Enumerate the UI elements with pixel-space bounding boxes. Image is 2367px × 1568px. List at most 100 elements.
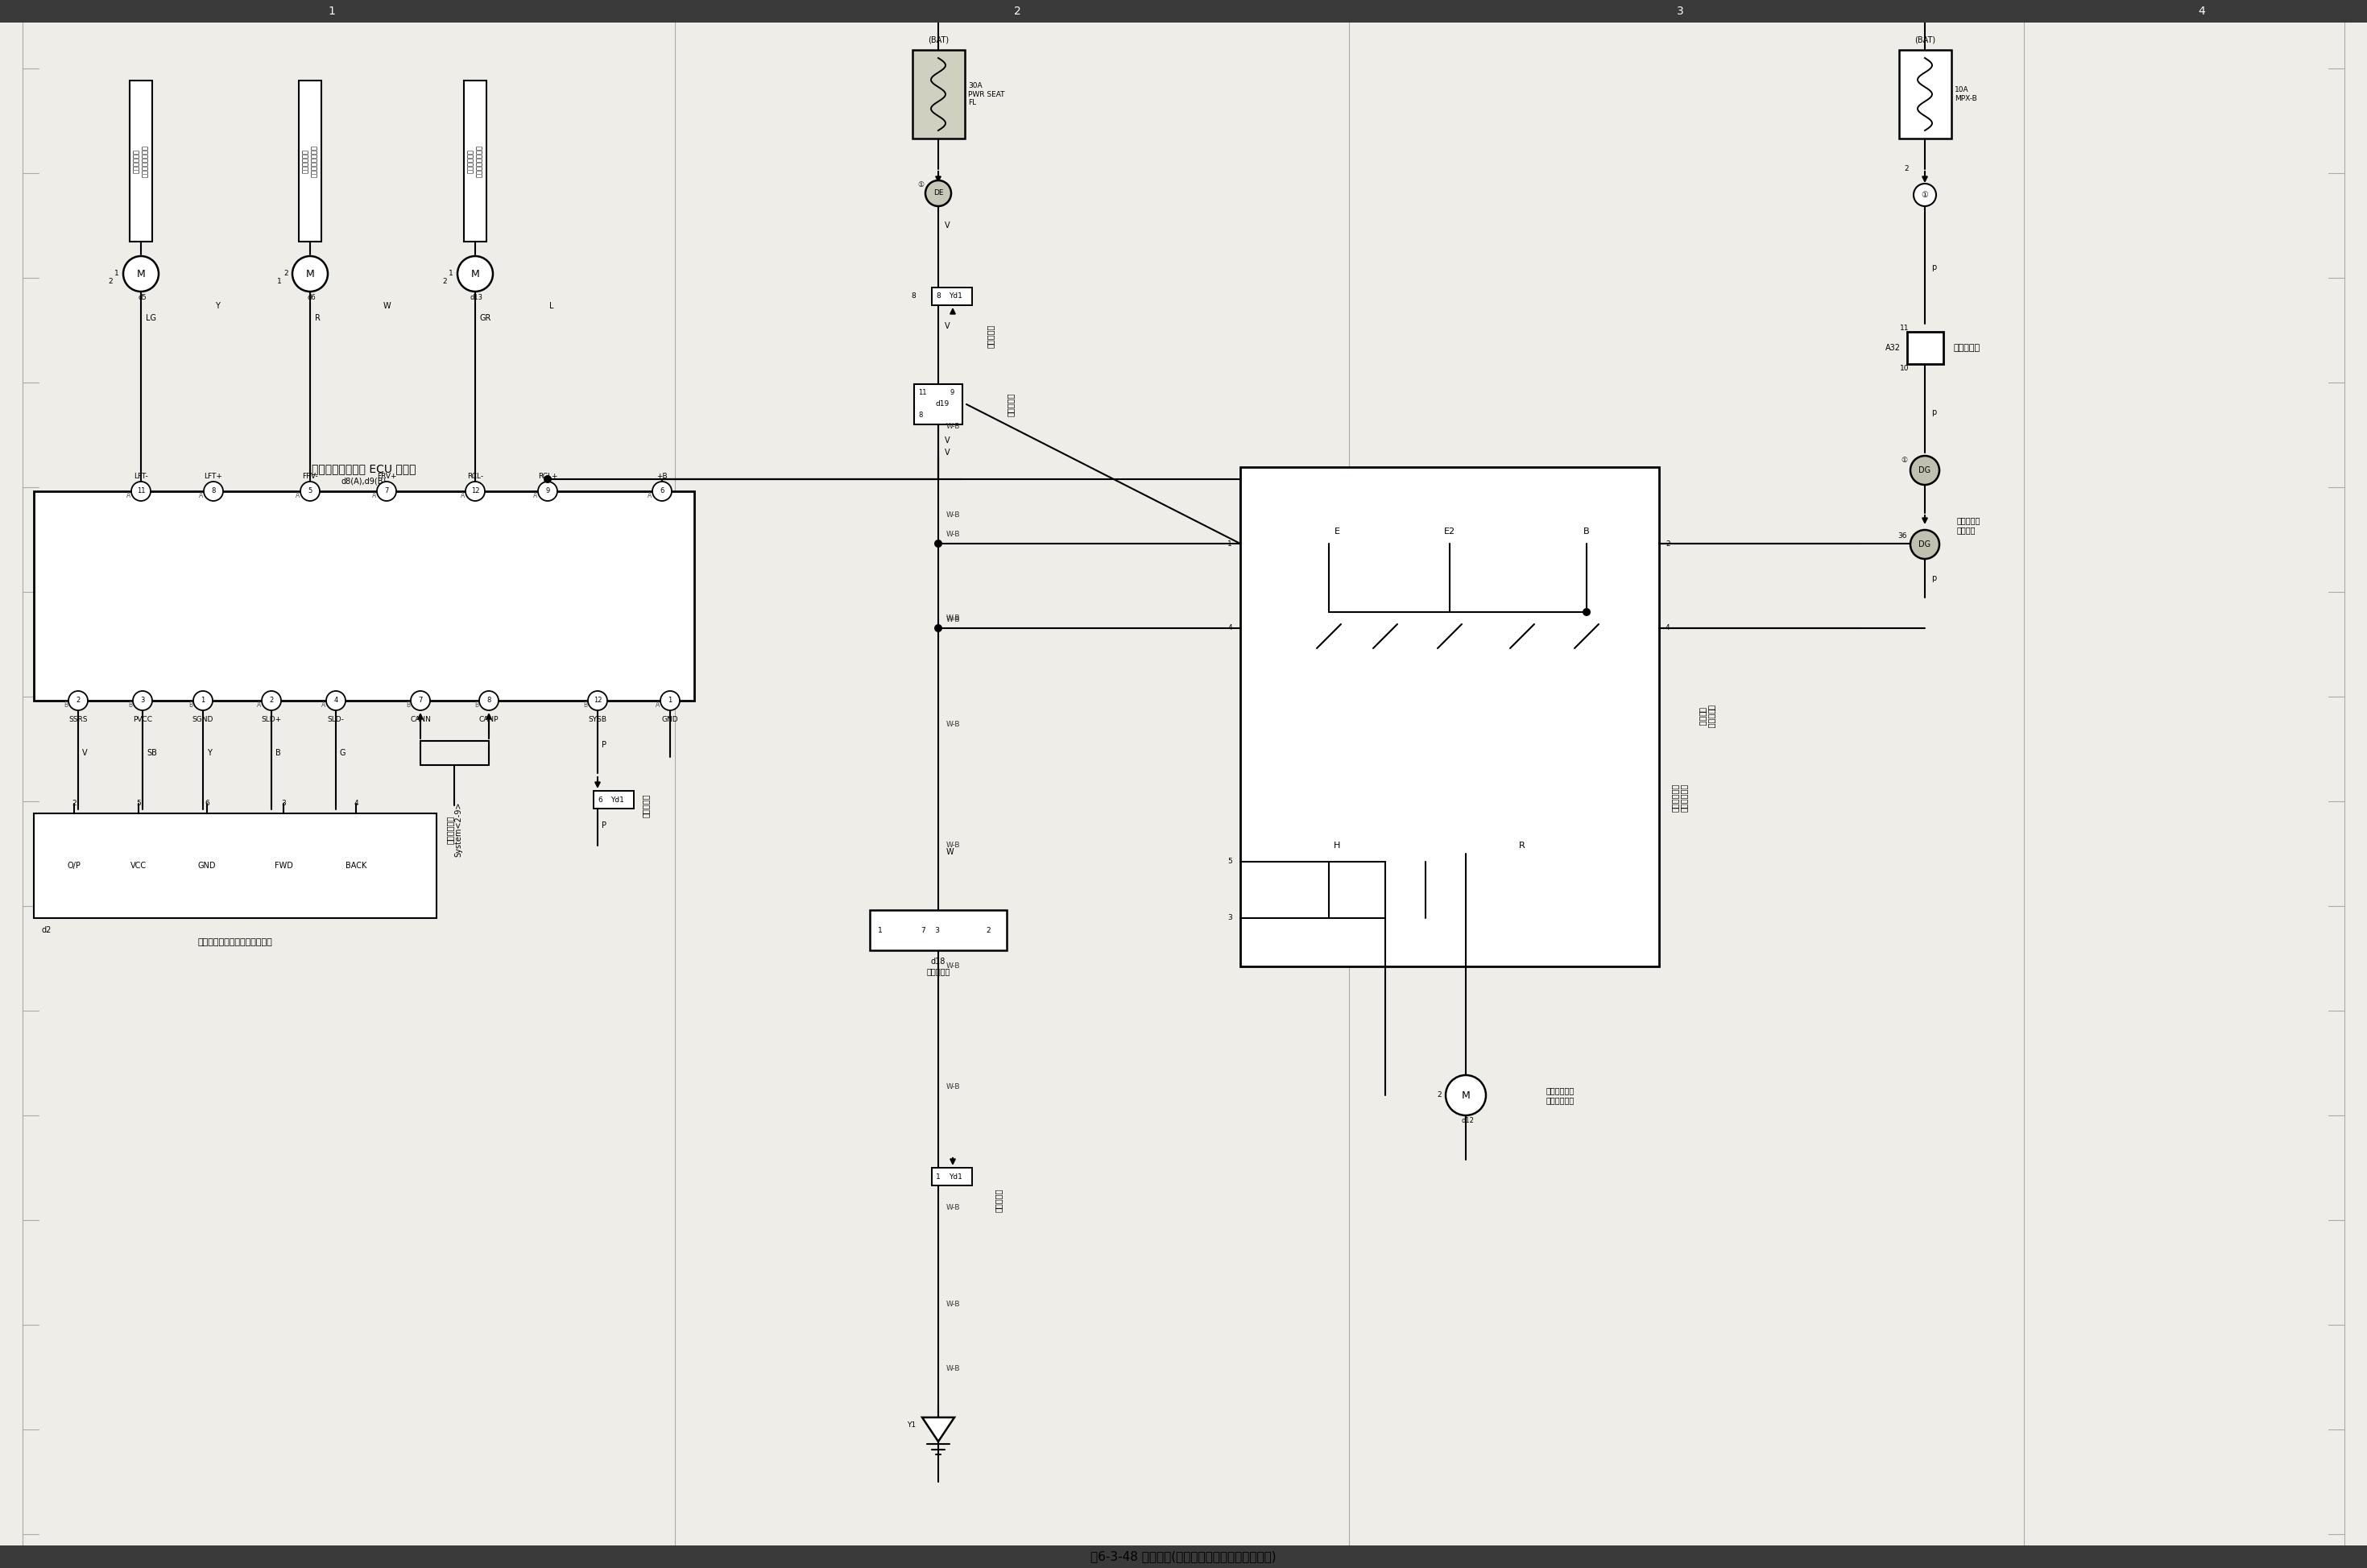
Bar bbox=[933, 1168, 973, 1185]
Text: DE: DE bbox=[933, 190, 944, 198]
Text: Y: Y bbox=[206, 750, 211, 757]
Text: H: H bbox=[1333, 842, 1340, 850]
Text: B: B bbox=[128, 701, 133, 709]
Text: W: W bbox=[383, 303, 391, 310]
Text: 5: 5 bbox=[1228, 858, 1233, 866]
Circle shape bbox=[537, 481, 556, 500]
Text: A: A bbox=[533, 492, 537, 499]
Text: A32: A32 bbox=[1886, 343, 1901, 351]
Text: SB: SB bbox=[147, 750, 156, 757]
Bar bbox=[464, 80, 488, 241]
Circle shape bbox=[376, 481, 395, 500]
Text: P: P bbox=[601, 742, 606, 750]
Text: P: P bbox=[601, 822, 606, 829]
Text: 7: 7 bbox=[383, 488, 388, 495]
Text: A: A bbox=[258, 701, 260, 709]
Text: 4: 4 bbox=[1666, 624, 1671, 632]
Text: B: B bbox=[1584, 527, 1591, 536]
Text: GND: GND bbox=[199, 862, 215, 870]
Text: 前电动座椅
腰靠开关: 前电动座椅 腰靠开关 bbox=[1700, 706, 1716, 729]
Text: 左前电动座椅
垂直位置电机总成: 左前电动座椅 垂直位置电机总成 bbox=[303, 144, 317, 177]
Circle shape bbox=[133, 691, 151, 710]
Text: 6: 6 bbox=[204, 800, 208, 808]
Text: 4: 4 bbox=[1228, 624, 1233, 632]
Text: FWD: FWD bbox=[275, 862, 294, 870]
Text: A: A bbox=[462, 492, 466, 499]
Text: SLD+: SLD+ bbox=[260, 717, 282, 723]
Text: W-B: W-B bbox=[947, 530, 961, 538]
Text: 1: 1 bbox=[201, 698, 206, 704]
Text: 2: 2 bbox=[270, 698, 275, 704]
Text: d18
中间插接器: d18 中间插接器 bbox=[925, 958, 949, 975]
Text: 中间插接器: 中间插接器 bbox=[987, 325, 994, 348]
Circle shape bbox=[1913, 183, 1936, 205]
Text: d6: d6 bbox=[308, 293, 317, 301]
Text: RCL-: RCL- bbox=[466, 474, 483, 480]
Text: SLD-: SLD- bbox=[327, 717, 343, 723]
Text: W-B: W-B bbox=[947, 1301, 961, 1308]
Text: W-B: W-B bbox=[947, 842, 961, 850]
Text: E: E bbox=[1335, 527, 1340, 536]
Text: CANN: CANN bbox=[409, 717, 431, 723]
Circle shape bbox=[294, 256, 327, 292]
Circle shape bbox=[478, 691, 499, 710]
Text: 左前电动座椅
提升位置电机总成: 左前电动座椅 提升位置电机总成 bbox=[133, 144, 149, 177]
Text: 左前电动座椅
倾斜位置电机总成: 左前电动座椅 倾斜位置电机总成 bbox=[466, 144, 483, 177]
Text: M: M bbox=[137, 268, 144, 279]
Text: V: V bbox=[944, 221, 949, 229]
Text: 3: 3 bbox=[1678, 6, 1683, 17]
Text: 1: 1 bbox=[277, 278, 282, 285]
Text: 3: 3 bbox=[140, 698, 144, 704]
Bar bbox=[130, 80, 151, 241]
Text: 7    3: 7 3 bbox=[921, 927, 940, 935]
Circle shape bbox=[194, 691, 213, 710]
Text: 6: 6 bbox=[596, 797, 601, 803]
Text: E2: E2 bbox=[1444, 527, 1456, 536]
Text: 7: 7 bbox=[419, 698, 424, 704]
Text: 中间插接器: 中间插接器 bbox=[641, 793, 651, 817]
Bar bbox=[914, 50, 966, 138]
Text: 左前腰部前和
向后电机总成: 左前腰部前和 向后电机总成 bbox=[1671, 782, 1688, 812]
Circle shape bbox=[327, 691, 346, 710]
Circle shape bbox=[660, 691, 679, 710]
Text: B: B bbox=[189, 701, 194, 709]
Text: 左前电动座椅控制 ECU 和开关: 左前电动座椅控制 ECU 和开关 bbox=[312, 463, 417, 475]
Text: 2: 2 bbox=[443, 278, 447, 285]
Text: 4: 4 bbox=[334, 698, 338, 704]
Text: LG: LG bbox=[147, 314, 156, 321]
Text: d5: d5 bbox=[137, 293, 147, 301]
Text: Y1: Y1 bbox=[907, 1422, 916, 1428]
Text: 2: 2 bbox=[1015, 6, 1020, 17]
Text: 5: 5 bbox=[137, 800, 142, 808]
Text: 1: 1 bbox=[878, 927, 883, 935]
Text: 1: 1 bbox=[935, 1173, 940, 1181]
Text: B: B bbox=[582, 701, 587, 709]
Bar bbox=[914, 384, 963, 425]
Bar bbox=[0, 0, 2367, 22]
Text: 多路通信系统
System<2-9>: 多路通信系统 System<2-9> bbox=[445, 801, 464, 858]
Text: FRV-: FRV- bbox=[303, 474, 317, 480]
Text: 1: 1 bbox=[114, 270, 118, 278]
Text: LFT+: LFT+ bbox=[204, 474, 222, 480]
Text: 2: 2 bbox=[284, 270, 289, 278]
Circle shape bbox=[69, 691, 88, 710]
Text: B: B bbox=[64, 701, 69, 709]
Text: SYSB: SYSB bbox=[589, 717, 606, 723]
Text: GND: GND bbox=[663, 717, 679, 723]
Circle shape bbox=[457, 256, 492, 292]
Text: RCL+: RCL+ bbox=[537, 474, 559, 480]
Text: 30A
PWR SEAT
FL: 30A PWR SEAT FL bbox=[968, 82, 1004, 107]
Text: 6: 6 bbox=[660, 488, 665, 495]
Text: V: V bbox=[83, 750, 88, 757]
Text: W-B: W-B bbox=[947, 963, 961, 971]
Text: B: B bbox=[275, 750, 282, 757]
Text: 图6-3-48 电动座椅(驾驶员座椅，带座椅位置记忆): 图6-3-48 电动座椅(驾驶员座椅，带座椅位置记忆) bbox=[1091, 1551, 1276, 1563]
Text: (BAT): (BAT) bbox=[928, 36, 949, 44]
Text: V: V bbox=[944, 321, 949, 331]
Text: 10: 10 bbox=[1898, 364, 1908, 372]
Circle shape bbox=[935, 539, 942, 547]
Circle shape bbox=[925, 180, 952, 205]
Text: GR: GR bbox=[481, 314, 492, 321]
Text: 8: 8 bbox=[911, 293, 916, 299]
Text: 2: 2 bbox=[109, 278, 114, 285]
